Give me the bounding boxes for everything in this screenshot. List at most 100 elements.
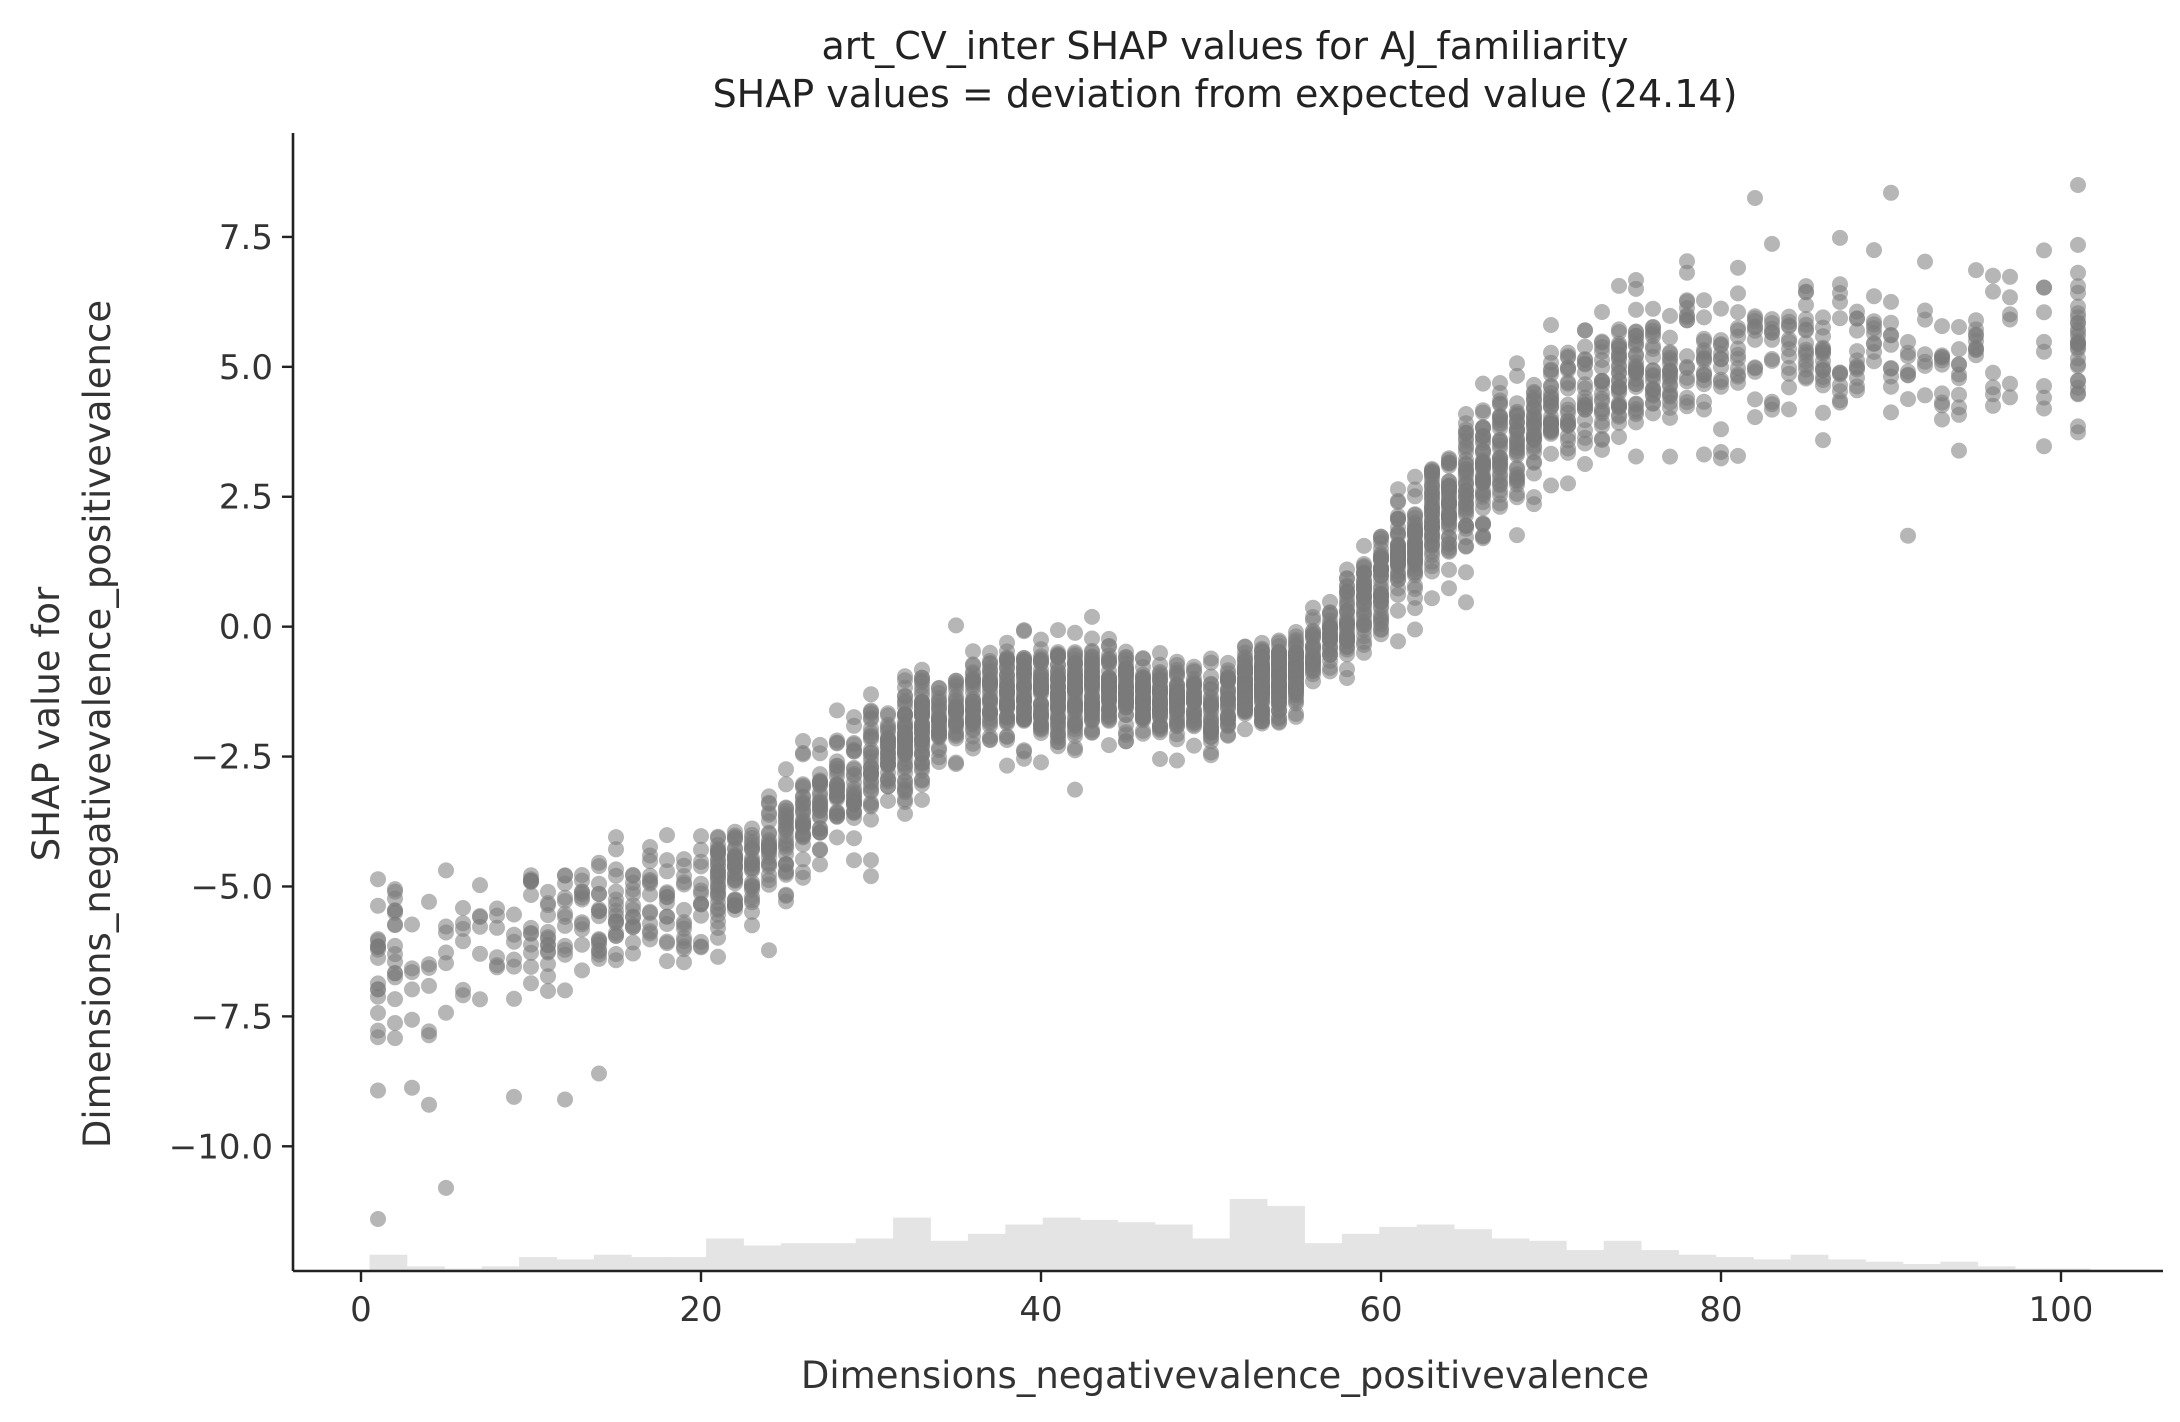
scatter-point [1985, 379, 2001, 396]
scatter-point [795, 777, 811, 794]
scatter-point [2002, 268, 2018, 285]
scatter-point [1849, 310, 1865, 327]
chart-subtitle: SHAP values = deviation from expected va… [713, 72, 1738, 116]
y-tick-label: −7.5 [190, 997, 273, 1037]
scatter-point [540, 930, 556, 947]
y-tick-label: −10.0 [169, 1127, 273, 1167]
scatter-point [693, 828, 709, 845]
scatter-point [846, 796, 862, 813]
scatter-point [1271, 632, 1287, 649]
scatter-point [1747, 409, 1763, 426]
scatter-point [591, 875, 607, 892]
scatter-point [438, 1179, 454, 1196]
x-tick-label: 0 [350, 1290, 372, 1330]
scatter-point [1407, 488, 1423, 505]
scatter-point [404, 1011, 420, 1028]
scatter-point [880, 707, 896, 724]
scatter-point [1356, 578, 1372, 595]
histogram-bar [369, 1254, 408, 1271]
scatter-point [1832, 276, 1848, 293]
scatter-point [472, 945, 488, 962]
scatter-point [557, 905, 573, 922]
scatter-point [914, 718, 930, 735]
scatter-point [1084, 689, 1100, 705]
scatter-point [1560, 359, 1576, 376]
scatter-point [1900, 527, 1916, 544]
scatter-point [829, 777, 845, 794]
scatter-point [1662, 399, 1678, 416]
scatter-point [1832, 394, 1848, 411]
scatter-point [1458, 538, 1474, 554]
scatter-point [1866, 313, 1882, 330]
scatter-point [506, 951, 522, 968]
scatter-point [506, 990, 522, 1007]
scatter-point [1050, 622, 1066, 639]
scatter-point [1458, 488, 1474, 505]
scatter-point [659, 935, 675, 952]
scatter-point [1985, 364, 2001, 381]
scatter-point [642, 839, 658, 855]
scatter-point [1101, 737, 1117, 754]
scatter-point [1900, 391, 1916, 408]
scatter-point [438, 1004, 454, 1021]
scatter-point [1866, 242, 1882, 259]
scatter-point [455, 900, 471, 916]
scatter-point [982, 732, 998, 749]
scatter-point [1611, 340, 1627, 357]
scatter-point [1560, 444, 1576, 461]
scatter-point [778, 893, 794, 910]
scatter-point [1526, 412, 1542, 429]
scatter-point [1033, 680, 1049, 697]
scatter-point [829, 702, 845, 719]
scatter-point [1543, 408, 1559, 425]
scatter-point [2002, 306, 2018, 323]
scatter-point [880, 719, 896, 736]
scatter-point [1577, 412, 1593, 429]
scatter-point [761, 804, 777, 821]
scatter-point [1866, 325, 1882, 342]
scatter-point [1662, 448, 1678, 465]
histogram-bar [930, 1240, 969, 1271]
scatter-point [778, 856, 794, 873]
scatter-point [1577, 389, 1593, 406]
scatter-point [2036, 378, 2052, 394]
scatter-point [472, 877, 488, 894]
scatter-point [1084, 721, 1100, 738]
scatter-point [1152, 670, 1168, 687]
scatter-point [1271, 649, 1287, 666]
scatter-point [387, 916, 403, 933]
scatter-point [965, 643, 981, 660]
scatter-point [1033, 668, 1049, 685]
histogram-bar [631, 1257, 670, 1271]
scatter-point [1594, 304, 1610, 320]
scatter-point [387, 969, 403, 986]
scatter-point [1033, 710, 1049, 727]
y-tick-label: 7.5 [219, 218, 273, 258]
scatter-point [1033, 754, 1049, 771]
histogram-bar [1902, 1264, 1941, 1271]
histogram-bar [855, 1238, 894, 1271]
scatter-point [1679, 369, 1695, 386]
scatter-point [727, 901, 743, 918]
scatter-point [1577, 429, 1593, 446]
scatter-point [1628, 378, 1644, 395]
scatter-point [540, 895, 556, 912]
scatter-point [1288, 705, 1304, 722]
scatter-point [574, 883, 590, 900]
scatter-point [1764, 311, 1780, 328]
scatter-point [591, 932, 607, 949]
scatter-point [1798, 297, 1814, 313]
scatter-point [1526, 444, 1542, 461]
scatter-point [574, 921, 590, 938]
scatter-point [1645, 395, 1661, 411]
scatter-point [1628, 448, 1644, 465]
scatter-point [608, 896, 624, 913]
histogram-bar [1940, 1261, 1979, 1271]
scatter-point [1594, 372, 1610, 389]
scatter-point [2036, 242, 2052, 259]
scatter-point [438, 862, 454, 879]
scatter-point [625, 881, 641, 898]
scatter-point [931, 679, 947, 696]
scatter-point [2070, 339, 2086, 356]
scatter-point [2070, 236, 2086, 253]
